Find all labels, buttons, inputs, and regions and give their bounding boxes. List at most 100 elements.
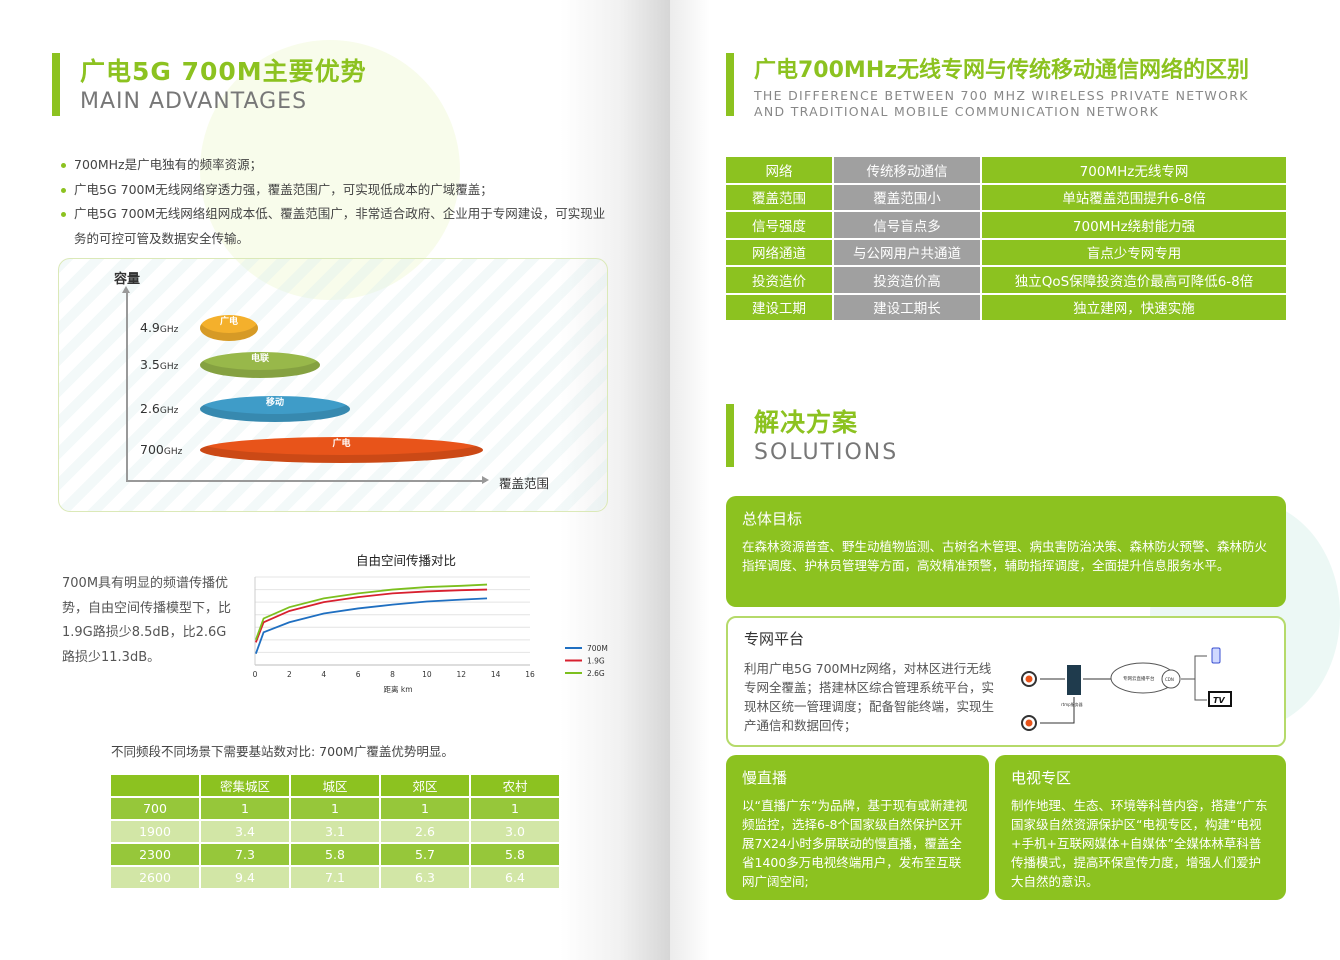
page-subtitle: MAIN ADVANTAGES [80, 89, 308, 114]
table-cell: 1 [381, 798, 469, 819]
x-tick-label: 12 [456, 670, 466, 679]
table-cell: 7.3 [201, 844, 289, 865]
camera-icon [1021, 671, 1037, 687]
band-disc: 移动 [200, 396, 350, 422]
table-cell: 6.3 [381, 867, 469, 888]
table-cell: 5.8 [471, 844, 559, 865]
x-tick-label: 16 [525, 670, 535, 679]
table-cell: 700MHz绕射能力强 [982, 212, 1286, 238]
comparison-table: 网络 传统移动通信 700MHz无线专网 覆盖范围 覆盖范围小 单站覆盖范围提升6-8倍信… [724, 155, 1288, 322]
table-cell: 3.0 [471, 821, 559, 842]
table-cell: 2.6 [381, 821, 469, 842]
column-header: 郊区 [381, 775, 469, 796]
table-row: 覆盖范围 覆盖范围小 单站覆盖范围提升6-8倍 [726, 184, 1286, 210]
table-cell: 盲点少专网专用 [982, 239, 1286, 265]
table-row: 投资造价 投资造价高 独立QoS保障投资造价最高可降低6-8倍 [726, 267, 1286, 293]
frequency-label: 700GHz [140, 442, 183, 457]
goal-card: 总体目标 在森林资源普查、野生动植物监测、古树名木管理、病虫害防治决策、森林防火… [726, 496, 1286, 607]
table-row: 网络通道 与公网用户共通道 盲点少专网专用 [726, 239, 1286, 265]
network-diagram: rtmp服务器 专网云直播平台 CDN TV [1013, 640, 1269, 740]
tv-zone-card: 电视专区 制作地理、生态、环境等科普内容，搭建“广东国家级自然资源保护区“电视专… [995, 755, 1286, 900]
page-title: 广电5G 700M主要优势 [80, 57, 367, 86]
table-row: 700 1 1 1 1 [111, 798, 559, 819]
x-tick-label: 14 [491, 670, 501, 679]
table-cell: 与公网用户共通道 [834, 239, 980, 265]
phone-icon [1211, 647, 1221, 664]
chart-title: 自由空间传播对比 [356, 553, 456, 568]
table-cell: 2300 [111, 844, 199, 865]
platform-card: 专网平台 利用广电5G 700MHz网络，对林区进行无线专网全覆盖；搭建林区综合… [726, 616, 1286, 747]
table-cell: 3.4 [201, 821, 289, 842]
decor-circle [200, 40, 460, 300]
card-title: 电视专区 [1011, 769, 1072, 787]
column-header: 农村 [471, 775, 559, 796]
cloud-label: 专网云直播平台 [1123, 675, 1155, 682]
series-line-2.6G [255, 583, 488, 641]
frequency-label: 2.6GHz [140, 401, 179, 416]
capacity-diagram [58, 258, 608, 512]
table-cell: 投资造价 [726, 267, 832, 293]
band-disc: 广电 [200, 315, 258, 341]
table-caption: 不同频段不同场景下需要基站数对比: 700M广覆盖优势明显。 [111, 744, 454, 759]
frequency-label: 3.5GHz [140, 357, 179, 372]
title-accent-bar [726, 53, 734, 116]
tv-label: TV [1213, 696, 1225, 705]
table-cell: 独立建网，快速实施 [982, 294, 1286, 320]
solutions-title: 解决方案 [754, 408, 859, 437]
table-cell: 信号强度 [726, 212, 832, 238]
table-cell: 独立QoS保障投资造价最高可降低6-8倍 [982, 267, 1286, 293]
table-cell: 投资造价高 [834, 267, 980, 293]
band-disc: 电联 [200, 352, 320, 378]
table-row: 网络 传统移动通信 700MHz无线专网 [726, 157, 1286, 183]
table-cell: 传统移动通信 [834, 157, 980, 183]
card-body: 利用广电5G 700MHz网络，对林区进行无线专网全覆盖；搭建林区综合管理系统平… [744, 661, 995, 733]
card-body: 制作地理、生态、环境等科普内容，搭建“广东国家级自然资源保护区“电视专区，构建“… [1011, 798, 1268, 889]
table-cell: 1900 [111, 821, 199, 842]
section-subtitle-line2: AND TRADITIONAL MOBILE COMMUNICATION NET… [754, 104, 1160, 119]
cdn-label: CDN [1165, 677, 1174, 682]
card-title: 慢直播 [742, 769, 788, 787]
table-cell: 网络通道 [726, 239, 832, 265]
table-cell: 信号盲点多 [834, 212, 980, 238]
table-cell: 覆盖范围 [726, 184, 832, 210]
table-cell: 1 [471, 798, 559, 819]
y-axis [126, 292, 128, 482]
x-axis [126, 480, 486, 482]
frequency-label: 4.9GHz [140, 320, 179, 335]
propagation-chart: 自由空间传播对比 0 2 4 6 8 10 12 14 16 距离 km 700M 1.9G 2.6G [253, 553, 608, 694]
capacity-axis-label: 容量 [114, 272, 141, 287]
title-accent-bar [52, 53, 60, 116]
section-title: 广电700MHz无线专网与传统移动通信网络的区别 [754, 58, 1250, 83]
table-cell: 建设工期 [726, 294, 832, 320]
table-cell: 覆盖范围小 [834, 184, 980, 210]
column-header: 城区 [291, 775, 379, 796]
table-row: 建设工期 建设工期长 独立建网，快速实施 [726, 294, 1286, 320]
x-tick-label: 0 [253, 670, 258, 679]
table-cell: 700 [111, 798, 199, 819]
table-row: 2600 9.4 7.1 6.3 6.4 [111, 867, 559, 888]
table-cell: 5.8 [291, 844, 379, 865]
solutions-subtitle: SOLUTIONS [754, 440, 899, 465]
list-item: 广电5G 700M无线网络穿透力强，覆盖范围广，可实现低成本的广域覆盖； [60, 178, 615, 203]
x-tick-label: 10 [422, 670, 432, 679]
card-body: 在森林资源普查、野生动植物监测、古树名木管理、病虫害防治决策、森林防火预警、森林… [742, 539, 1268, 573]
band-disc: 广电 [200, 437, 483, 463]
x-tick-label: 6 [356, 670, 361, 679]
legend-label: 2.6G [587, 669, 605, 678]
legend-label: 1.9G [587, 657, 605, 666]
table-cell: 7.1 [291, 867, 379, 888]
arrow-icon [122, 286, 130, 293]
table-cell: 1 [291, 798, 379, 819]
column-header [111, 775, 199, 796]
server-label: rtmp服务器 [1061, 701, 1083, 707]
table-cell: 9.4 [201, 867, 289, 888]
camera-icon [1021, 715, 1037, 731]
card-title: 总体目标 [742, 510, 803, 528]
table-cell: 5.7 [381, 844, 469, 865]
table-row: 2300 7.3 5.8 5.7 5.8 [111, 844, 559, 865]
column-header: 密集城区 [201, 775, 289, 796]
table-cell: 1 [201, 798, 289, 819]
tv-icon [1208, 691, 1232, 707]
legend-label: 700M [587, 644, 608, 653]
coverage-axis-label: 覆盖范围 [499, 476, 550, 491]
